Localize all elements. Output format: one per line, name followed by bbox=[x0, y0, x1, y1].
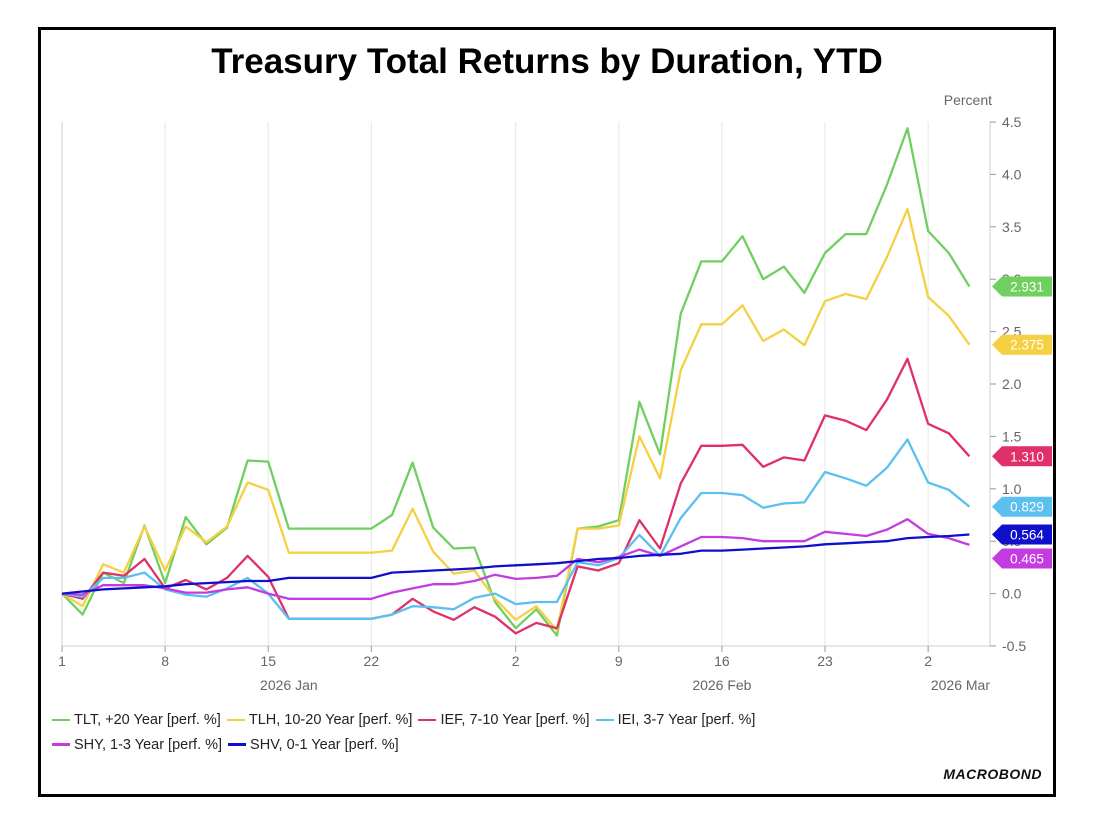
x-tick-label-8: 2 bbox=[924, 653, 932, 669]
y-tick-label-2: 3.5 bbox=[1002, 219, 1022, 235]
legend-label-2: IEF, 7-10 Year [perf. %] bbox=[440, 711, 590, 728]
axes: 4.54.03.53.02.52.01.51.00.50.0-0.5Percen… bbox=[58, 92, 1026, 693]
legend-label-5: SHV, 0-1 Year [perf. %] bbox=[250, 736, 399, 753]
legend-swatch-0 bbox=[52, 718, 70, 721]
x-tick-label-4: 2 bbox=[512, 653, 520, 669]
x-tick-label-2: 15 bbox=[260, 653, 276, 669]
y-axis-label: Percent bbox=[944, 92, 992, 108]
legend: TLT, +20 Year [perf. %] TLH, 10-20 Year [… bbox=[52, 706, 1012, 756]
y-tick-label-10: -0.5 bbox=[1002, 638, 1026, 654]
x-tick-label-3: 22 bbox=[364, 653, 380, 669]
end-labels: 2.931 2.375 1.310 0.829 0.564 0.465 bbox=[992, 276, 1052, 569]
end-label-text-4: 0.465 bbox=[1010, 551, 1044, 566]
series-lines bbox=[61, 127, 971, 637]
y-tick-label-7: 1.0 bbox=[1002, 481, 1022, 497]
macrobond-logo: MACROBOND bbox=[943, 766, 1042, 782]
legend-item-5: SHV, 0-1 Year [perf. %] bbox=[228, 734, 399, 756]
end-label-box-0 bbox=[992, 276, 1052, 297]
series-line-0 bbox=[61, 127, 971, 637]
y-tick-label-0: 4.5 bbox=[1002, 114, 1022, 130]
legend-swatch-4 bbox=[52, 743, 70, 746]
end-label-box-2 bbox=[992, 446, 1052, 467]
legend-swatch-2 bbox=[418, 718, 437, 721]
legend-swatch-3 bbox=[595, 718, 614, 721]
series-line-1 bbox=[61, 207, 971, 632]
logo-text: MACROBOND bbox=[943, 766, 1042, 782]
x-tick-label-7: 23 bbox=[817, 653, 833, 669]
x-tick-label-6: 16 bbox=[714, 653, 730, 669]
y-tick-label-6: 1.5 bbox=[1002, 428, 1022, 444]
legend-swatch-5 bbox=[228, 743, 247, 746]
chart-title: Treasury Total Returns by Duration, YTD bbox=[211, 42, 883, 81]
legend-label-1: TLH, 10-20 Year [perf. %] bbox=[248, 711, 413, 728]
x-tick-label-1: 8 bbox=[161, 653, 169, 669]
end-label-box-1 bbox=[992, 334, 1052, 355]
legend-item-3: IEI, 3-7 Year [perf. %] bbox=[595, 709, 756, 731]
end-label-text-5: 0.564 bbox=[1010, 527, 1044, 542]
legend-label-3: IEI, 3-7 Year [perf. %] bbox=[617, 711, 756, 728]
end-label-box-3 bbox=[992, 496, 1052, 517]
x-tick-label-0: 1 bbox=[58, 653, 66, 669]
legend-swatch-1 bbox=[226, 718, 245, 721]
legend-label-0: TLT, +20 Year [perf. %] bbox=[74, 711, 221, 728]
chart-frame bbox=[38, 27, 1056, 797]
legend-item-1: TLH, 10-20 Year [perf. %] bbox=[226, 709, 413, 731]
y-tick-label-1: 4.0 bbox=[1002, 166, 1022, 182]
y-tick-label-9: 0.0 bbox=[1002, 586, 1022, 602]
end-label-text-0: 2.931 bbox=[1010, 280, 1044, 295]
series-line-4 bbox=[61, 518, 970, 600]
end-label-box-4 bbox=[992, 548, 1052, 569]
end-label-box-5 bbox=[992, 524, 1052, 545]
month-label-1: 2026 Feb bbox=[692, 677, 751, 693]
month-label-2: 2026 Mar bbox=[931, 677, 990, 693]
end-label-text-2: 1.310 bbox=[1010, 449, 1044, 464]
y-tick-label-5: 2.0 bbox=[1002, 376, 1022, 392]
legend-item-2: IEF, 7-10 Year [perf. %] bbox=[418, 709, 590, 731]
legend-label-4: SHY, 1-3 Year [perf. %] bbox=[74, 736, 223, 753]
series-line-3 bbox=[61, 438, 971, 620]
legend-item-0: TLT, +20 Year [perf. %] bbox=[52, 709, 221, 731]
end-label-text-3: 0.829 bbox=[1010, 500, 1044, 515]
end-label-text-1: 2.375 bbox=[1010, 338, 1044, 353]
legend-item-4: SHY, 1-3 Year [perf. %] bbox=[52, 734, 222, 756]
x-tick-label-5: 9 bbox=[615, 653, 623, 669]
series-line-2 bbox=[61, 357, 971, 635]
month-label-0: 2026 Jan bbox=[260, 677, 318, 693]
series-line-5 bbox=[61, 533, 970, 595]
